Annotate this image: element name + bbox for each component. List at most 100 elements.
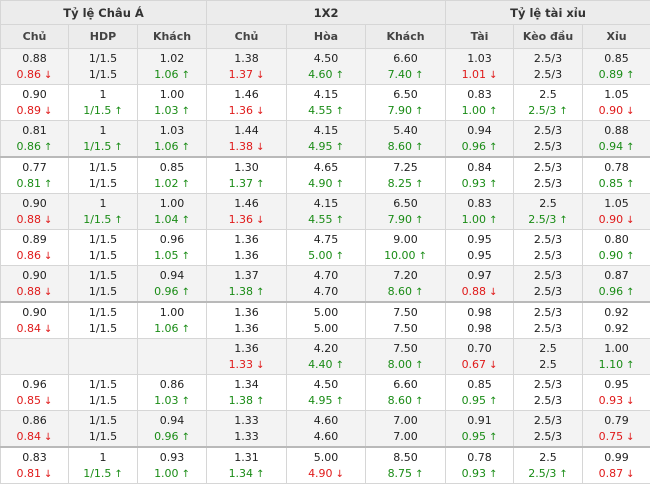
current-odds-value: 0.85 [16,393,42,407]
odds-cell-ah-home: 0.96 0.85 ↓ [0,374,69,411]
current-odds-value: 5.00 [313,321,339,335]
arrow-up-icon: ↑ [489,214,498,226]
opening-odds: 2.5/3 [533,377,563,391]
opening-odds: 0.87 [604,268,629,282]
current-odds-value: 2.5/3 [528,466,557,480]
opening-odds: 0.94 [467,123,492,137]
current-odds: 0.86 ↑ [1,139,68,155]
opening-odds: 1/1.5 [88,51,118,65]
current-odds-value: 8.25 [387,176,413,190]
current-odds: 0.95 [446,248,513,264]
opening-odds: 2.5/3 [533,268,563,282]
odds-cell-ou-line: 2.5/3 2.5/3 [513,156,584,194]
opening-odds: 1.02 [159,51,185,65]
current-odds: 2.5/3 [514,429,582,445]
odds-cell-ou-over: 0.83 1.00 ↑ [445,84,515,121]
current-odds: 8.75 ↑ [366,466,445,482]
table-row: 0.90 0.84 ↓ 1/1.5 1/1.5 1.00 1.06 ↑ 1.36 1.36 5.00… [0,301,650,339]
odds-cell-ah-hdp: 1/1.5 1/1.5 [68,229,138,266]
arrow-up-icon: ↑ [415,286,424,298]
odds-cell-ah-home: 0.77 0.81 ↑ [0,156,69,194]
current-odds: 1.06 ↑ [138,139,206,155]
arrow-up-icon: ↑ [489,178,498,190]
odds-cell-ou-over: 0.94 0.96 ↑ [445,120,515,158]
opening-odds: 0.98 [467,305,492,319]
odds-cell-1x2-draw: 5.00 4.90 ↓ [286,446,367,484]
table-row: 0.89 0.86 ↓ 1/1.5 1/1.5 0.96 1.05 ↑ 1.36 1.36 4.75… [0,229,650,266]
current-odds-value: 8.60 [387,284,413,298]
table-row: 0.88 0.86 ↓ 1/1.5 1/1.5 1.02 1.06 ↑ 1.38 1.37 ↓ 4.5… [0,48,650,85]
current-odds: 4.60 [287,429,365,445]
current-odds-value: 0.95 [461,393,487,407]
opening-odds: 4.50 [313,377,339,391]
current-odds: 0.84 ↓ [1,429,68,445]
odds-cell-ou-line: 2.5 2.5 [513,338,584,375]
current-odds-value: 0.95 [467,248,492,262]
arrow-down-icon: ↓ [626,395,635,407]
arrow-up-icon: ↑ [335,359,344,371]
current-odds: 4.55 ↑ [287,212,365,228]
odds-cell-ah-hdp [68,338,138,375]
opening-odds: 0.97 [467,268,492,282]
current-odds: 1.33 ↓ [207,357,286,373]
current-odds-value: 7.00 [393,429,418,443]
opening-odds: 1.03 [159,123,185,137]
odds-cell-ou-under: 0.78 0.85 ↑ [582,156,650,194]
odds-cell-1x2-home: 1.36 1.36 [206,301,288,339]
opening-odds: 4.15 [313,123,339,137]
opening-odds: 1.30 [234,160,259,174]
odds-cell-ah-away: 1.00 1.03 ↑ [136,84,208,121]
current-odds-value: 1.33 [234,429,259,443]
arrow-up-icon: ↑ [489,431,498,443]
odds-cell-ou-line: 2.5/3 2.5/3 [513,374,584,411]
opening-odds: 1/1.5 [88,232,118,246]
current-odds: 10.00 ↑ [366,248,445,264]
odds-cell-1x2-away: 9.00 10.00 ↑ [365,229,447,266]
current-odds-value: 0.88 [16,212,42,226]
opening-odds: 0.80 [604,232,629,246]
current-odds: 1.38 ↑ [207,284,286,300]
current-odds: 0.84 ↓ [1,321,68,337]
current-odds: 1.03 ↑ [138,103,206,119]
odds-cell-ah-home: 0.88 0.86 ↓ [0,48,69,85]
odds-cell-ah-away [136,338,208,375]
opening-odds: 0.96 [22,377,47,391]
odds-cell-ah-hdp: 1/1.5 1/1.5 [68,301,138,339]
current-odds-value: 0.93 [598,393,624,407]
current-odds-value: 0.89 [16,103,42,117]
odds-cell-ou-line: 2.5/3 2.5/3 [513,229,584,266]
current-odds-value: 7.90 [387,103,413,117]
current-odds-value: 1.37 [228,176,254,190]
current-odds-value: 0.92 [604,321,629,335]
arrow-up-icon: ↑ [114,214,123,226]
arrow-up-icon: ↑ [626,359,635,371]
opening-odds: 1.36 [234,341,259,355]
odds-cell-1x2-draw: 4.20 4.40 ↑ [286,338,367,375]
current-odds-value: 0.85 [598,176,624,190]
current-odds: 8.25 ↑ [366,176,445,192]
opening-odds: 0.96 [159,232,185,246]
current-odds-value: 2.5/3 [528,103,557,117]
arrow-up-icon: ↑ [181,141,190,153]
current-odds-value: 1.02 [154,176,179,190]
current-odds-value: 1.06 [154,139,179,153]
opening-odds: 1.36 [234,232,259,246]
odds-cell-ah-away: 0.86 1.03 ↑ [136,374,208,411]
opening-odds: 7.25 [393,160,418,174]
current-odds-value: 2.5/3 [533,321,563,335]
odds-cell-ah-away: 0.94 0.96 ↑ [136,265,208,303]
arrow-up-icon: ↑ [44,141,53,153]
arrow-up-icon: ↑ [489,105,498,117]
opening-odds: 0.83 [467,87,492,101]
odds-cell-ah-home: 0.90 0.88 ↓ [0,193,69,230]
current-odds: 0.96 ↑ [446,139,513,155]
odds-cell-1x2-home: 1.46 1.36 ↓ [206,193,288,230]
odds-cell-ah-hdp: 1 1/1.5 ↑ [68,446,138,484]
current-odds: 1.10 ↑ [583,357,650,373]
current-odds: 1.06 ↑ [138,321,206,337]
current-odds: 1/1.5 ↑ [69,139,137,155]
opening-odds: 9.00 [393,232,418,246]
opening-odds: 1/1.5 [88,268,118,282]
current-odds: 0.93 ↑ [446,466,513,482]
group-over-under: Tỷ lệ tài xỉu [445,0,650,25]
